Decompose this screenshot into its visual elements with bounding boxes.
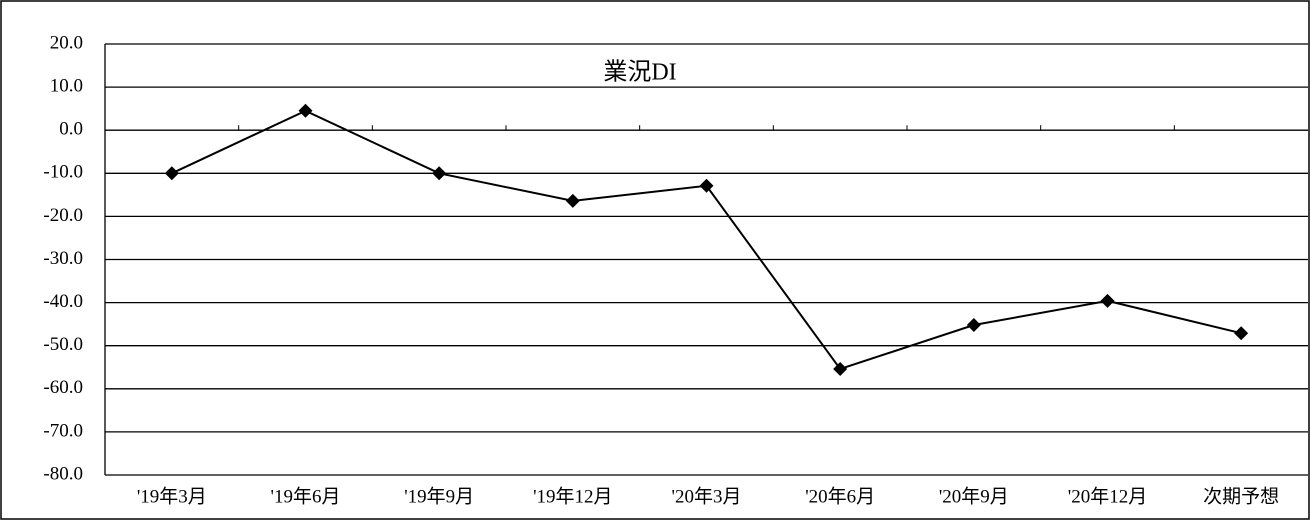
x-tick-label: '20年6月 bbox=[805, 485, 875, 507]
y-tick-label: -40.0 bbox=[43, 291, 83, 312]
marker bbox=[298, 103, 313, 118]
marker bbox=[699, 178, 714, 193]
x-tick-label: '20年12月 bbox=[1068, 485, 1147, 507]
marker bbox=[966, 318, 981, 333]
y-tick-label: 10.0 bbox=[50, 75, 83, 96]
y-tick-label: -80.0 bbox=[43, 463, 83, 484]
x-tick-label: '19年3月 bbox=[137, 485, 207, 507]
x-tick-label: '20年3月 bbox=[672, 485, 742, 507]
x-tick-label: '19年12月 bbox=[533, 485, 612, 507]
chart-title: 業況DI bbox=[603, 59, 676, 86]
marker bbox=[833, 361, 848, 376]
y-tick-label: -10.0 bbox=[43, 162, 83, 183]
marker bbox=[432, 166, 447, 181]
y-tick-label: 20.0 bbox=[50, 32, 83, 53]
y-tick-label: -50.0 bbox=[43, 334, 83, 355]
marker bbox=[1234, 326, 1249, 341]
x-tick-label: '19年6月 bbox=[271, 485, 341, 507]
y-tick-label: -60.0 bbox=[43, 377, 83, 398]
marker bbox=[164, 166, 179, 181]
line bbox=[171, 109, 1242, 371]
x-tick-label: '19年9月 bbox=[404, 485, 474, 507]
marker bbox=[565, 193, 580, 208]
y-tick-label: 0.0 bbox=[59, 119, 83, 140]
y-tick-label: -20.0 bbox=[43, 205, 83, 226]
x-tick-label: '20年9月 bbox=[939, 485, 1009, 507]
y-tick-label: -70.0 bbox=[43, 420, 83, 441]
x-tick-label: 次期予想 bbox=[1203, 485, 1279, 507]
y-tick-label: -30.0 bbox=[43, 248, 83, 269]
marker bbox=[1100, 293, 1115, 308]
